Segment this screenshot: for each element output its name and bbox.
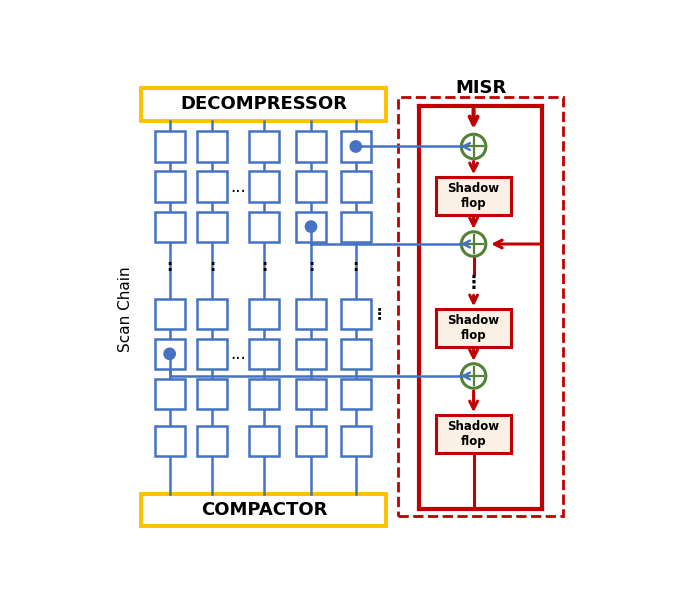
FancyBboxPatch shape <box>249 339 279 369</box>
FancyBboxPatch shape <box>197 379 227 409</box>
Text: :: : <box>209 259 215 274</box>
Circle shape <box>306 221 316 232</box>
FancyBboxPatch shape <box>249 426 279 456</box>
FancyBboxPatch shape <box>155 339 185 369</box>
FancyBboxPatch shape <box>155 212 185 242</box>
Text: ...: ... <box>230 177 246 196</box>
FancyBboxPatch shape <box>296 426 326 456</box>
Text: ⋮: ⋮ <box>372 306 387 321</box>
Text: :: : <box>353 259 359 274</box>
FancyBboxPatch shape <box>197 426 227 456</box>
FancyBboxPatch shape <box>436 177 511 215</box>
FancyBboxPatch shape <box>340 132 371 162</box>
FancyBboxPatch shape <box>296 171 326 201</box>
FancyBboxPatch shape <box>141 494 386 526</box>
Text: Shadow
flop: Shadow flop <box>447 420 499 448</box>
FancyBboxPatch shape <box>296 339 326 369</box>
FancyBboxPatch shape <box>249 379 279 409</box>
Circle shape <box>350 141 362 152</box>
Text: ⋮: ⋮ <box>464 274 483 292</box>
FancyBboxPatch shape <box>249 299 279 329</box>
FancyBboxPatch shape <box>155 426 185 456</box>
FancyBboxPatch shape <box>296 132 326 162</box>
Circle shape <box>461 364 486 388</box>
FancyBboxPatch shape <box>340 171 371 201</box>
FancyBboxPatch shape <box>155 132 185 162</box>
FancyBboxPatch shape <box>197 132 227 162</box>
FancyBboxPatch shape <box>197 171 227 201</box>
Text: :: : <box>261 259 267 274</box>
Text: :: : <box>308 259 314 274</box>
FancyBboxPatch shape <box>296 379 326 409</box>
Circle shape <box>461 134 486 159</box>
Text: COMPACTOR: COMPACTOR <box>201 501 327 519</box>
FancyBboxPatch shape <box>197 299 227 329</box>
FancyBboxPatch shape <box>197 212 227 242</box>
Text: ...: ... <box>230 345 246 363</box>
FancyBboxPatch shape <box>296 212 326 242</box>
Text: Scan Chain: Scan Chain <box>119 266 134 352</box>
FancyBboxPatch shape <box>340 339 371 369</box>
FancyBboxPatch shape <box>436 415 511 453</box>
Text: DECOMPRESSOR: DECOMPRESSOR <box>180 95 347 113</box>
Text: Shadow
flop: Shadow flop <box>447 182 499 210</box>
Circle shape <box>164 348 175 359</box>
FancyBboxPatch shape <box>340 212 371 242</box>
FancyBboxPatch shape <box>249 212 279 242</box>
Text: Shadow
flop: Shadow flop <box>447 314 499 342</box>
FancyBboxPatch shape <box>155 299 185 329</box>
FancyBboxPatch shape <box>340 426 371 456</box>
FancyBboxPatch shape <box>155 379 185 409</box>
FancyBboxPatch shape <box>141 88 386 121</box>
FancyBboxPatch shape <box>155 171 185 201</box>
FancyBboxPatch shape <box>340 379 371 409</box>
FancyBboxPatch shape <box>249 171 279 201</box>
FancyBboxPatch shape <box>249 132 279 162</box>
FancyBboxPatch shape <box>296 299 326 329</box>
FancyBboxPatch shape <box>340 299 371 329</box>
Text: :: : <box>166 259 173 274</box>
Text: MISR: MISR <box>455 78 506 97</box>
FancyBboxPatch shape <box>197 339 227 369</box>
FancyBboxPatch shape <box>436 309 511 347</box>
Circle shape <box>461 232 486 256</box>
